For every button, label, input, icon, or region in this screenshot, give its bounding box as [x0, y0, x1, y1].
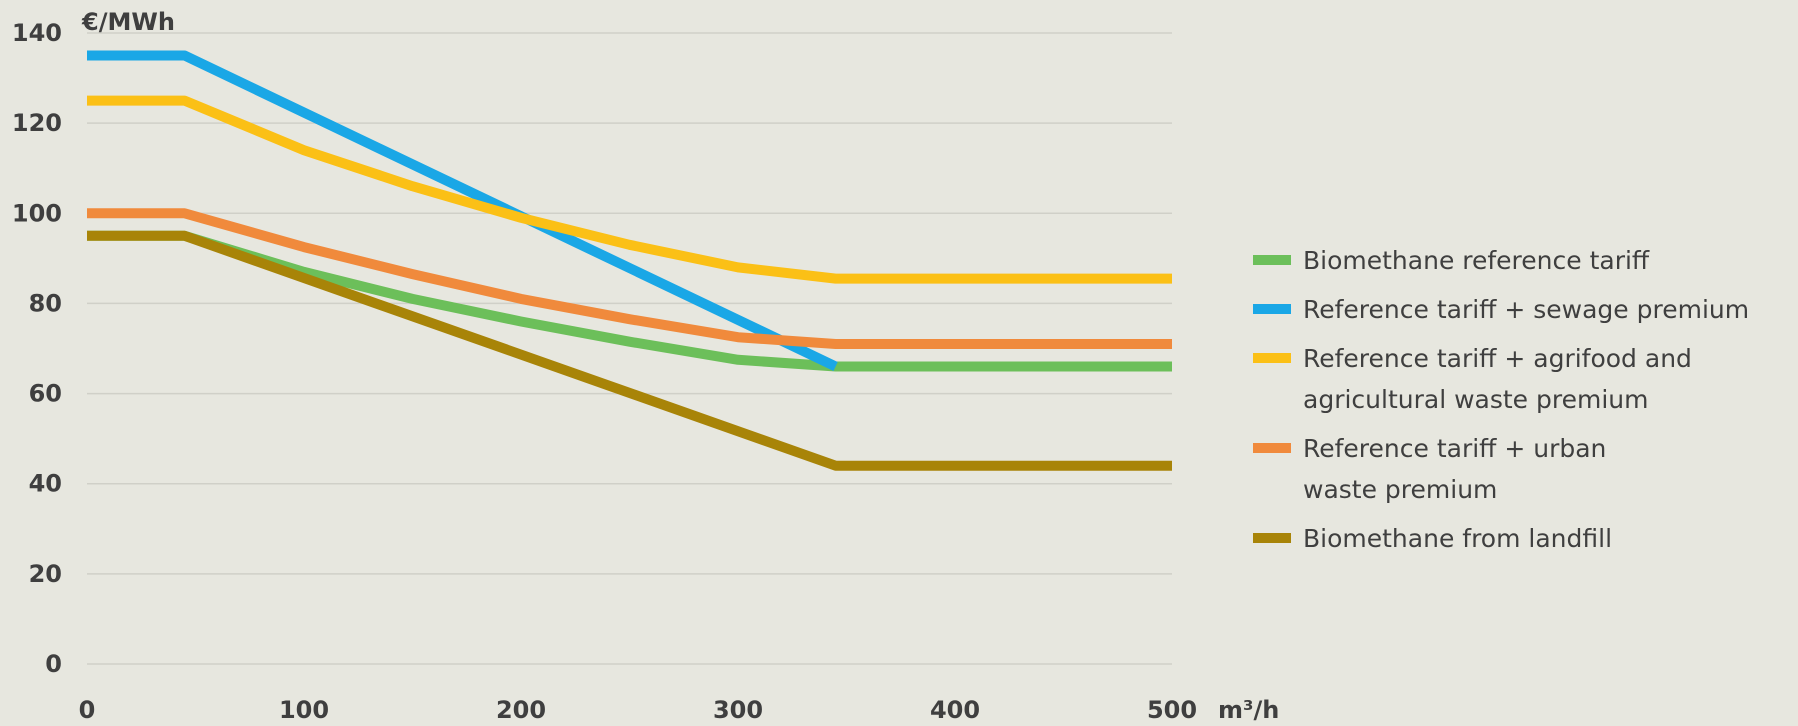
gridlines — [87, 32, 1172, 665]
x-tick-label: 0 — [79, 696, 96, 724]
y-tick-label: 140 — [12, 19, 62, 47]
legend-label-4: Reference tariff + urban — [1303, 434, 1606, 463]
series-line-4 — [87, 208, 1172, 349]
legend-label-3: agricultural waste premium — [1303, 385, 1648, 414]
y-tick-label: 20 — [29, 560, 62, 588]
y-tick-label: 120 — [12, 109, 62, 137]
y-axis-unit-label: €/MWh — [81, 8, 175, 36]
legend-swatch-4 — [1253, 443, 1291, 453]
legend-label-1: Biomethane reference tariff — [1303, 246, 1650, 275]
series-line-3 — [87, 95, 1172, 284]
y-tick-label: 60 — [29, 380, 62, 408]
legend-swatch-3 — [1253, 353, 1291, 363]
y-tick-label: 100 — [12, 199, 62, 227]
series-line-5 — [87, 230, 1172, 471]
series-line-2 — [87, 50, 838, 372]
x-tick-label: 400 — [930, 696, 980, 724]
legend-swatch-1 — [1253, 255, 1291, 265]
y-axis-ticks: 0 20 40 60 80 100 120 140 — [12, 19, 62, 678]
legend-swatch-2 — [1253, 304, 1291, 314]
y-tick-label: 40 — [29, 470, 62, 498]
legend-label-5: Biomethane from landfill — [1303, 524, 1612, 553]
x-tick-label: 300 — [713, 696, 763, 724]
legend-swatch-5 — [1253, 533, 1291, 543]
x-tick-label: 100 — [279, 696, 329, 724]
series-lines — [87, 50, 1172, 471]
x-axis-ticks: 0 100 200 300 400 500 — [79, 696, 1197, 724]
legend: Biomethane reference tariff Reference tar… — [1253, 246, 1749, 553]
x-axis-unit-label: m³/h — [1218, 696, 1279, 724]
legend-label-4: waste premium — [1303, 475, 1497, 504]
legend-label-3: Reference tariff + agrifood and — [1303, 344, 1692, 373]
y-tick-label: 80 — [29, 289, 62, 317]
x-tick-label: 500 — [1147, 696, 1197, 724]
legend-label-2: Reference tariff + sewage premium — [1303, 295, 1749, 324]
y-tick-label: 0 — [45, 650, 62, 678]
x-tick-label: 200 — [496, 696, 546, 724]
